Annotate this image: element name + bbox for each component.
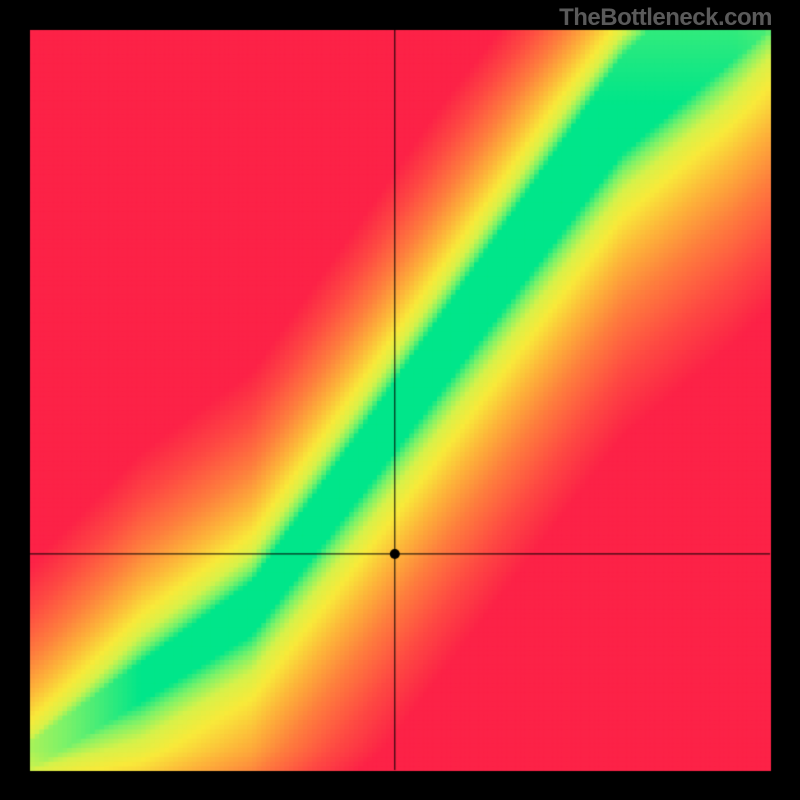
heatmap-canvas	[0, 0, 800, 800]
chart-container: TheBottleneck.com	[0, 0, 800, 800]
watermark-label: TheBottleneck.com	[559, 4, 772, 32]
